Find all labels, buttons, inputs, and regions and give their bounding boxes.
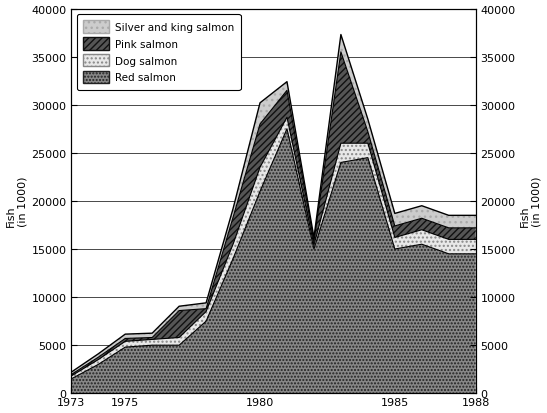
Y-axis label: Fish
(in 1000): Fish (in 1000) (5, 176, 27, 227)
Y-axis label: Fish
(in 1000): Fish (in 1000) (520, 176, 542, 227)
Legend: Silver and king salmon, Pink salmon, Dog salmon, Red salmon: Silver and king salmon, Pink salmon, Dog… (77, 15, 241, 90)
